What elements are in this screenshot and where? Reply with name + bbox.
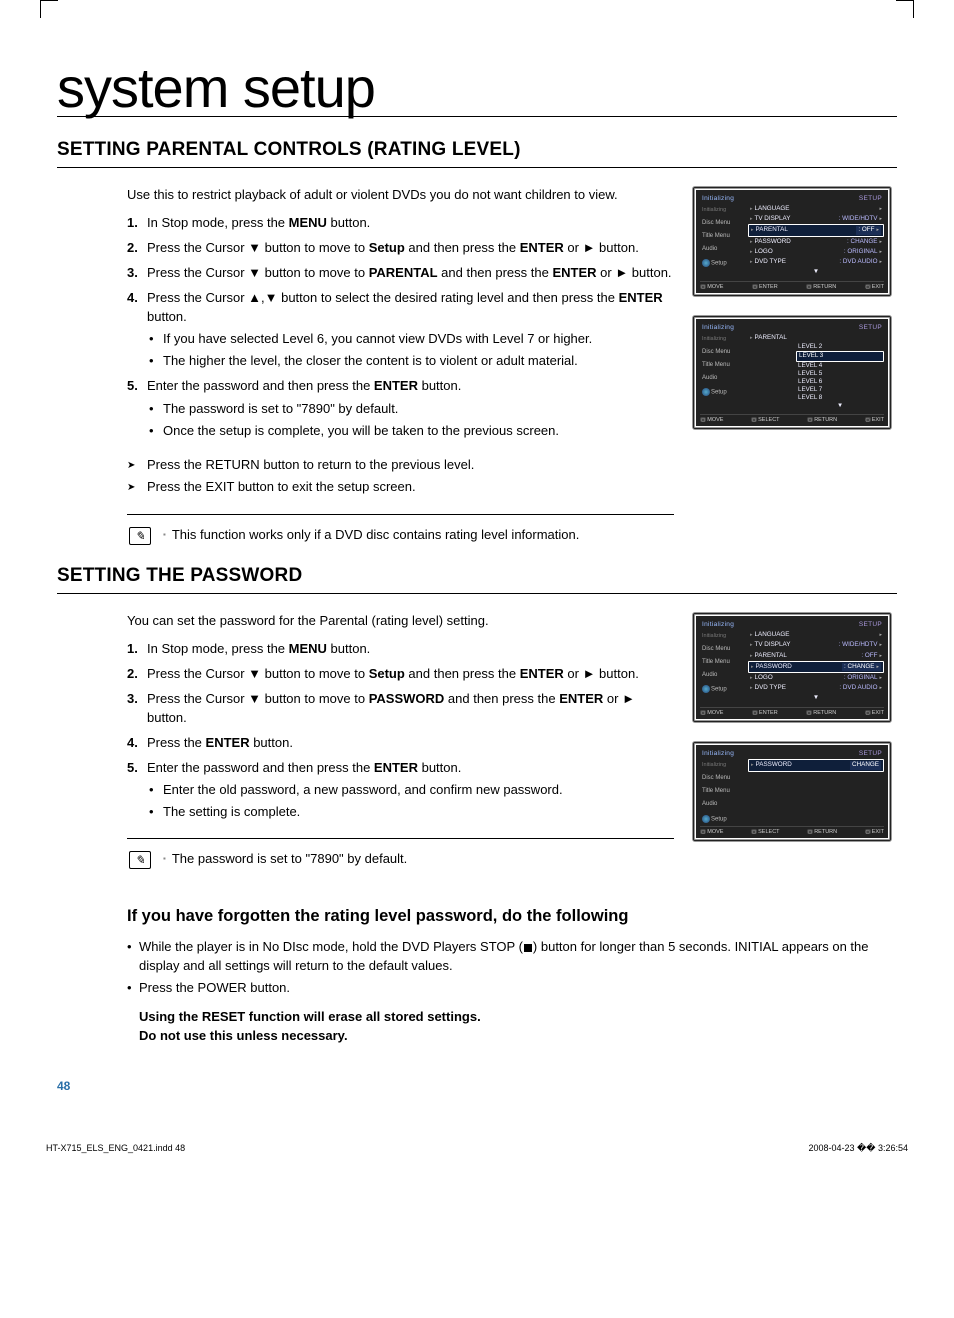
step: 5.Enter the password and then press the … xyxy=(127,377,674,441)
section2-note: ✎ The password is set to "7890" by defau… xyxy=(127,849,674,871)
crop-mark-tl xyxy=(40,0,58,18)
sub-bullet: If you have selected Level 6, you cannot… xyxy=(147,330,674,349)
footer-left: HT-X715_ELS_ENG_0421.indd 48 xyxy=(46,1143,185,1154)
section3-warning: Using the RESET function will erase all … xyxy=(127,1008,897,1046)
section2-figures: InitializingSETUPInitializingDisc MenuTi… xyxy=(692,612,897,842)
note-icon: ✎ xyxy=(127,525,153,547)
footer-right: 2008-04-23 �� 3:26:54 xyxy=(808,1143,908,1154)
divider xyxy=(127,514,674,515)
page-title: system setup xyxy=(57,60,897,117)
note-icon: ✎ xyxy=(127,849,153,871)
osd-parental-levels: InitializingSETUPInitializingDisc MenuTi… xyxy=(692,315,892,430)
step: 2.Press the Cursor ▼ button to move to S… xyxy=(127,665,674,684)
step: 1.In Stop mode, press the MENU button. xyxy=(127,640,674,659)
step: 4.Press the ENTER button. xyxy=(127,734,674,753)
section2-intro: You can set the password for the Parenta… xyxy=(127,612,674,630)
section2-steps: 1.In Stop mode, press the MENU button. 2.… xyxy=(127,640,674,822)
step: 4.Press the Cursor ▲,▼ button to select … xyxy=(127,289,674,371)
sub-bullet: The higher the level, the closer the con… xyxy=(147,352,674,371)
footer-meta: HT-X715_ELS_ENG_0421.indd 48 2008-04-23 … xyxy=(40,1143,914,1154)
arrow-note: Press the RETURN button to return to the… xyxy=(127,455,674,476)
forgotten-bullet: While the player is in No DIsc mode, hol… xyxy=(127,938,897,976)
section1-steps: 1.In Stop mode, press the MENU button. 2.… xyxy=(127,214,674,440)
sub-bullet: The setting is complete. xyxy=(147,803,674,822)
arrow-note: Press the EXIT button to exit the setup … xyxy=(127,477,674,498)
step: 3.Press the Cursor ▼ button to move to P… xyxy=(127,264,674,283)
section3-bullets: While the player is in No DIsc mode, hol… xyxy=(127,938,897,998)
section1-intro: Use this to restrict playback of adult o… xyxy=(127,186,674,204)
step: 5.Enter the password and then press the … xyxy=(127,759,674,823)
section2-body: You can set the password for the Parenta… xyxy=(57,612,674,871)
page-number: 48 xyxy=(57,1079,897,1093)
crop-mark-tr xyxy=(896,0,914,18)
sub-bullet: The password is set to "7890" by default… xyxy=(147,400,674,419)
page: system setup SETTING PARENTAL CONTROLS (… xyxy=(57,20,897,1113)
step: 1.In Stop mode, press the MENU button. xyxy=(127,214,674,233)
section1-arrows: Press the RETURN button to return to the… xyxy=(127,455,674,499)
osd-password-setup: InitializingSETUPInitializingDisc MenuTi… xyxy=(692,612,892,723)
section1-heading: SETTING PARENTAL CONTROLS (RATING LEVEL) xyxy=(57,139,897,168)
osd-password-change: InitializingSETUPInitializingDisc MenuTi… xyxy=(692,741,892,842)
section3-heading: If you have forgotten the rating level p… xyxy=(127,907,897,926)
section1-body: Use this to restrict playback of adult o… xyxy=(57,186,674,547)
sub-bullet: Once the setup is complete, you will be … xyxy=(147,422,674,441)
sub-bullet: Enter the old password, a new password, … xyxy=(147,781,674,800)
section2-heading: SETTING THE PASSWORD xyxy=(57,565,897,594)
section1-note: ✎ This function works only if a DVD disc… xyxy=(127,525,674,547)
step: 3.Press the Cursor ▼ button to move to P… xyxy=(127,690,674,728)
step: 2.Press the Cursor ▼ button to move to S… xyxy=(127,239,674,258)
forgotten-bullet: Press the POWER button. xyxy=(127,979,897,998)
osd-parental-setup: InitializingSETUPInitializingDisc MenuTi… xyxy=(692,186,892,297)
divider xyxy=(127,838,674,839)
section1-figures: InitializingSETUPInitializingDisc MenuTi… xyxy=(692,186,897,430)
